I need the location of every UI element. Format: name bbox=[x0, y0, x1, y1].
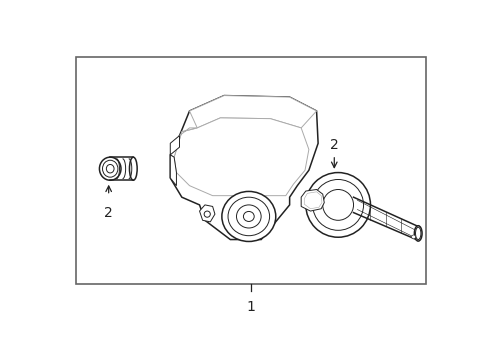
Polygon shape bbox=[304, 192, 322, 209]
Bar bbox=[76, 57, 426, 284]
Circle shape bbox=[313, 180, 364, 230]
Polygon shape bbox=[171, 95, 318, 239]
Ellipse shape bbox=[416, 227, 421, 239]
Polygon shape bbox=[174, 118, 309, 195]
Ellipse shape bbox=[244, 211, 254, 221]
Ellipse shape bbox=[129, 157, 137, 180]
Ellipse shape bbox=[106, 165, 114, 173]
Polygon shape bbox=[301, 189, 324, 211]
Ellipse shape bbox=[222, 192, 276, 242]
Ellipse shape bbox=[415, 226, 422, 241]
Ellipse shape bbox=[102, 160, 118, 177]
Text: 2: 2 bbox=[330, 138, 339, 152]
Ellipse shape bbox=[228, 197, 270, 236]
Polygon shape bbox=[171, 155, 176, 186]
Circle shape bbox=[323, 189, 353, 220]
Circle shape bbox=[412, 235, 416, 239]
Polygon shape bbox=[171, 136, 179, 155]
Ellipse shape bbox=[99, 157, 121, 180]
Polygon shape bbox=[190, 95, 317, 128]
Ellipse shape bbox=[237, 205, 261, 228]
Text: 2: 2 bbox=[104, 206, 113, 220]
Circle shape bbox=[306, 172, 370, 237]
Polygon shape bbox=[199, 205, 215, 222]
Text: 1: 1 bbox=[246, 300, 256, 314]
Polygon shape bbox=[171, 128, 197, 157]
Circle shape bbox=[204, 211, 210, 217]
